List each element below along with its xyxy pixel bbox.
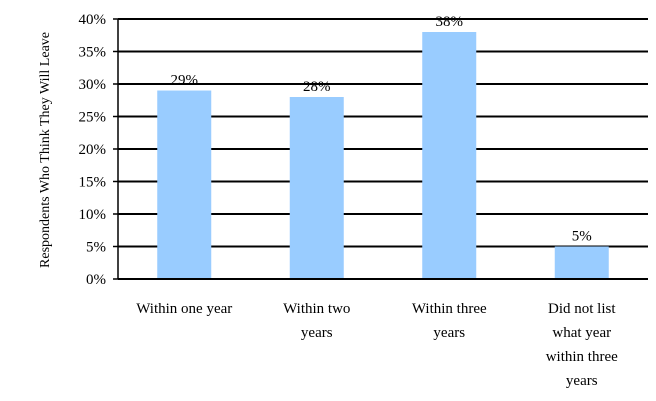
data-label: 29%	[171, 73, 199, 89]
bars	[157, 32, 609, 279]
y-tick-label: 40%	[79, 12, 107, 28]
category-label: Within three	[412, 301, 487, 317]
y-tick-labels: 0% 5% 10% 15% 20% 25% 30% 35% 40%	[79, 12, 107, 288]
y-tick-label: 0%	[86, 272, 106, 288]
y-tick-label: 20%	[79, 142, 107, 158]
bar	[554, 246, 609, 279]
y-tick-label: 10%	[79, 207, 107, 223]
y-axis-label: Respondents Who Think They Will Leave	[38, 32, 53, 268]
category-label: within three	[546, 349, 618, 365]
axes	[117, 19, 648, 280]
y-tick-label: 15%	[79, 175, 107, 191]
y-tick-label: 30%	[79, 77, 107, 93]
data-label: 28%	[303, 79, 331, 95]
bar	[422, 32, 477, 279]
category-label: years	[301, 325, 333, 341]
y-tick-label: 5%	[86, 240, 106, 256]
y-tick-label: 35%	[79, 45, 107, 61]
data-label: 5%	[572, 229, 592, 245]
bar	[289, 97, 344, 279]
category-label: years	[566, 373, 598, 389]
category-label: Did not list	[548, 301, 616, 317]
category-label: Within two	[283, 301, 350, 317]
category-label: years	[433, 325, 465, 341]
data-labels: 29% 28% 38% 5%	[171, 14, 592, 245]
y-tick-label: 25%	[79, 110, 107, 126]
category-label: Within one year	[136, 301, 232, 317]
category-label: what year	[552, 325, 611, 341]
data-label: 38%	[436, 14, 464, 30]
category-labels: Within one year Within two years Within thr…	[136, 301, 618, 389]
bar	[157, 90, 212, 279]
